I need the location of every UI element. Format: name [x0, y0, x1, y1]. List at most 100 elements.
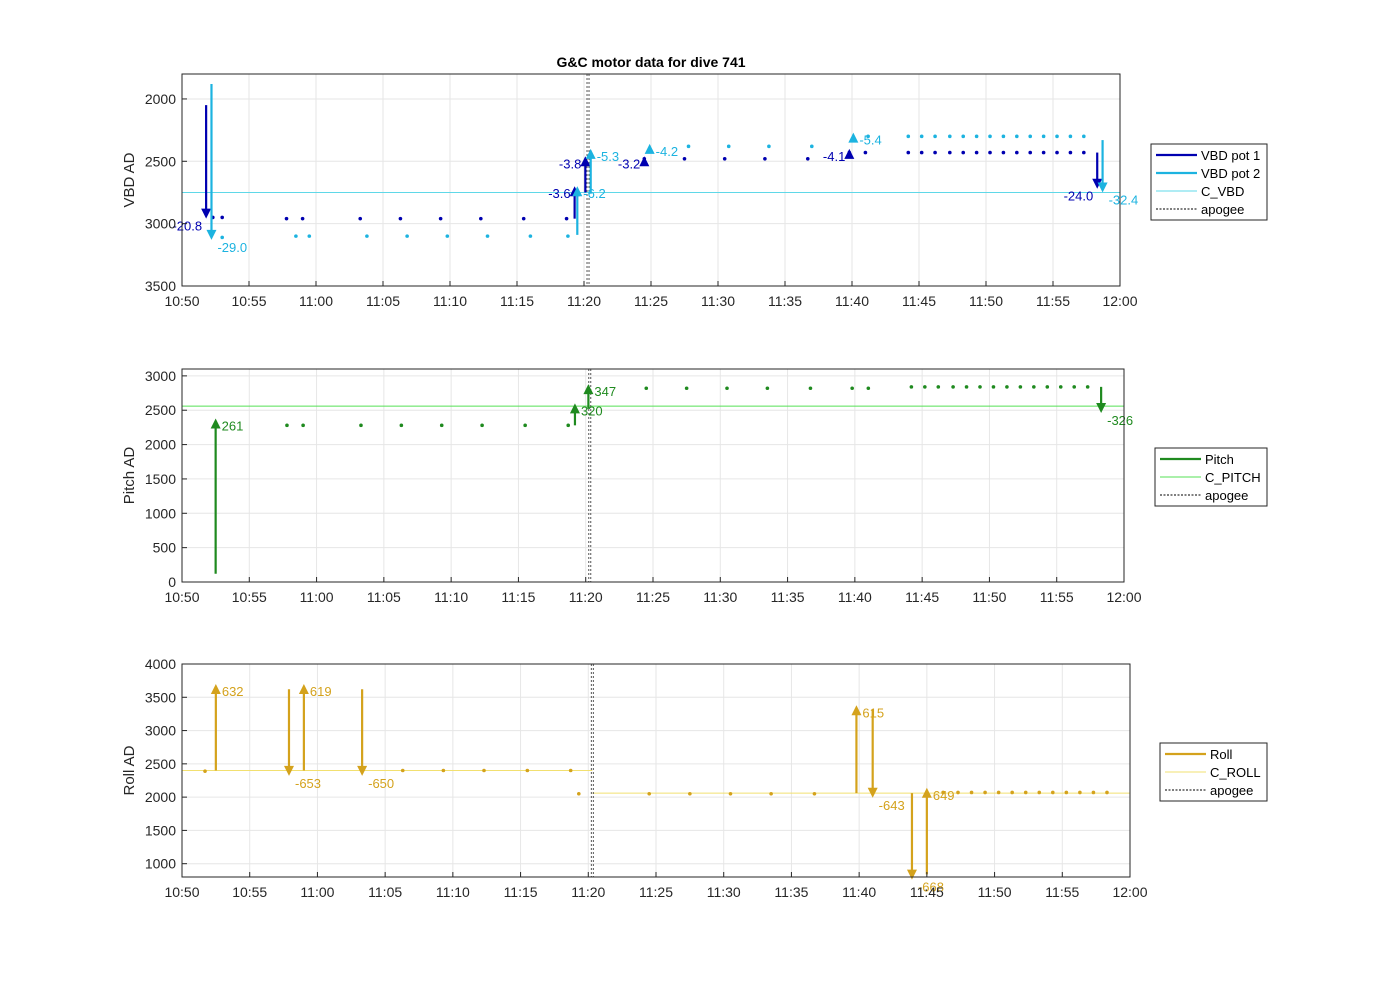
- data-label: -6.2: [583, 186, 605, 201]
- data-point: [1064, 790, 1069, 795]
- data-point: [1072, 385, 1077, 389]
- y-tick-label: 1500: [145, 471, 176, 487]
- arrow-head: [210, 683, 221, 694]
- x-tick-label: 11:50: [969, 293, 1003, 309]
- arrow-head: [583, 384, 594, 395]
- legend-label: Roll: [1210, 747, 1233, 762]
- y-tick-label: 3000: [145, 368, 176, 384]
- data-point: [1028, 150, 1033, 155]
- legend-label: apogee: [1205, 488, 1248, 503]
- data-label: 632: [222, 684, 244, 699]
- data-label: -20.8: [172, 219, 202, 234]
- legend-label: VBD pot 2: [1201, 166, 1260, 181]
- data-point: [850, 386, 854, 391]
- data-point: [1068, 150, 1073, 155]
- y-tick-label: 1000: [145, 856, 176, 872]
- data-point: [919, 134, 924, 139]
- data-point: [1082, 134, 1086, 139]
- data-point: [682, 157, 687, 161]
- vbd-panel: -20.8 -3.6 -3.8 -3.2 -4.1 -24.0 -29.0 -6.2 -5.3 -…: [121, 73, 1268, 309]
- arrow-head: [357, 765, 368, 776]
- x-tick-label: 11:00: [300, 589, 334, 605]
- data-point: [523, 423, 527, 428]
- y-tick-label: 2500: [145, 402, 176, 418]
- data-point: [961, 150, 966, 155]
- data-point: [398, 216, 403, 221]
- data-point: [1078, 790, 1082, 795]
- data-label: -4.2: [656, 144, 678, 159]
- data-point: [1055, 150, 1059, 155]
- arrow-head: [1097, 182, 1108, 193]
- legend-label: VBD pot 1: [1201, 148, 1260, 163]
- data-label: -3.8: [559, 156, 581, 171]
- data-point: [1032, 385, 1036, 389]
- x-tick-label: 11:35: [774, 884, 808, 900]
- data-point: [948, 150, 952, 155]
- x-tick-label: 11:20: [567, 293, 601, 309]
- x-tick-label: 11:25: [639, 884, 673, 900]
- data-point: [1023, 790, 1028, 795]
- x-tick-label: 11:20: [571, 884, 605, 900]
- y-tick-label: 1000: [145, 505, 176, 521]
- arrow-head: [206, 229, 217, 240]
- arrow-head: [1096, 402, 1107, 413]
- arrow-head: [848, 132, 859, 143]
- data-point: [220, 215, 224, 220]
- arrow-head: [572, 186, 583, 197]
- data-point: [1001, 134, 1006, 139]
- data-point: [684, 386, 689, 391]
- y-axis-label: Pitch AD: [121, 447, 138, 505]
- x-tick-label: 11:35: [771, 589, 805, 605]
- x-tick-label: 12:00: [1102, 293, 1137, 309]
- data-point: [1041, 134, 1046, 139]
- y-tick-label: 3500: [145, 689, 176, 705]
- data-point: [1037, 790, 1042, 795]
- arrow-head: [851, 705, 862, 716]
- x-tick-label: 11:45: [905, 589, 939, 605]
- data-point: [644, 386, 649, 391]
- data-point: [726, 144, 731, 149]
- x-tick-label: 11:40: [838, 589, 872, 605]
- arrow-head: [585, 148, 596, 159]
- data-point: [294, 234, 298, 238]
- arrow-head: [569, 403, 580, 414]
- x-tick-label: 11:45: [910, 884, 944, 900]
- data-point: [996, 790, 1001, 795]
- data-point: [359, 423, 363, 428]
- y-tick-label: 2000: [145, 437, 176, 453]
- x-tick-label: 11:25: [634, 293, 668, 309]
- data-label: -643: [879, 798, 905, 813]
- y-tick-label: 2500: [145, 153, 176, 169]
- y-tick-label: 3000: [145, 216, 176, 232]
- data-point: [521, 216, 526, 221]
- x-tick-label: 10:55: [232, 589, 267, 605]
- data-point: [951, 385, 955, 389]
- data-point: [358, 216, 363, 221]
- data-label: -3.6: [548, 186, 570, 201]
- data-point: [863, 150, 868, 155]
- data-label: 347: [594, 384, 616, 399]
- data-point: [485, 234, 490, 238]
- y-tick-label: 3000: [145, 723, 176, 739]
- data-label: 261: [222, 418, 244, 433]
- data-point: [400, 768, 405, 773]
- legend-label: Pitch: [1205, 452, 1234, 467]
- data-point: [1041, 150, 1046, 155]
- y-tick-label: 2000: [145, 789, 176, 805]
- x-tick-label: 11:00: [300, 884, 334, 900]
- x-tick-label: 10:55: [231, 293, 266, 309]
- data-point: [941, 790, 945, 795]
- data-label: -4.1: [823, 149, 845, 164]
- data-point: [974, 134, 979, 139]
- data-point: [991, 385, 996, 389]
- legend-label: C_VBD: [1201, 184, 1244, 199]
- x-tick-label: 11:35: [768, 293, 802, 309]
- data-point: [439, 423, 444, 428]
- x-tick-label: 10:50: [164, 589, 199, 605]
- x-tick-label: 11:25: [636, 589, 670, 605]
- data-point: [1015, 150, 1019, 155]
- data-point: [307, 234, 312, 238]
- data-point: [405, 234, 409, 238]
- data-label: -326: [1107, 413, 1133, 428]
